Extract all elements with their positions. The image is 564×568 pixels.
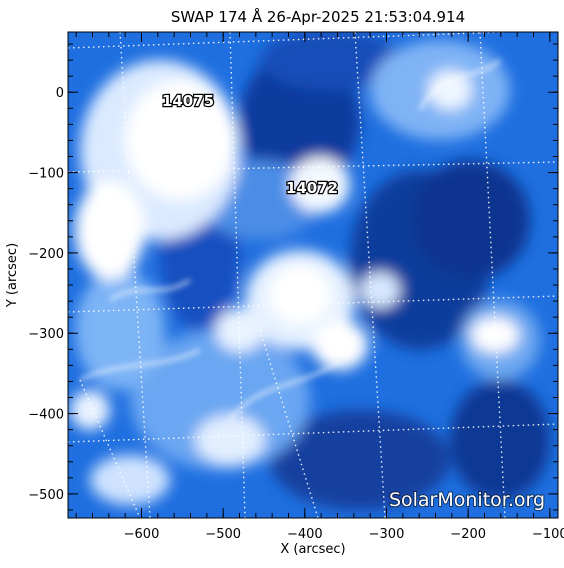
y-tick-label: −300 bbox=[28, 327, 64, 342]
x-tick-label: −100 bbox=[532, 527, 564, 542]
y-tick-label: −400 bbox=[28, 408, 64, 423]
x-tick-label: −300 bbox=[369, 527, 405, 542]
y-tick-label: 0 bbox=[56, 86, 64, 101]
y-tick-label: −100 bbox=[28, 167, 64, 182]
x-tick-label: −200 bbox=[450, 527, 486, 542]
watermark: SolarMonitor.org bbox=[389, 489, 545, 511]
x-tick-label: −500 bbox=[205, 527, 241, 542]
region-label: 14072 bbox=[286, 179, 338, 197]
y-tick-label: −200 bbox=[28, 247, 64, 262]
y-tick-label: −500 bbox=[28, 488, 64, 503]
x-tick-label: −400 bbox=[287, 527, 323, 542]
x-axis-label: X (arcsec) bbox=[280, 542, 345, 557]
axis-ticks: −600 −500 −400 −300 −200 −100 0 −100 −200 −300 −40… bbox=[28, 32, 564, 542]
x-tick-label: −600 bbox=[124, 527, 160, 542]
y-axis-label: Y (arcsec) bbox=[5, 243, 20, 308]
euv-image bbox=[68, 32, 558, 518]
region-label: 14075 bbox=[162, 92, 214, 110]
chart-title: SWAP 174 Å 26-Apr-2025 21:53:04.914 bbox=[171, 7, 465, 26]
plot-frame bbox=[67, 31, 559, 519]
